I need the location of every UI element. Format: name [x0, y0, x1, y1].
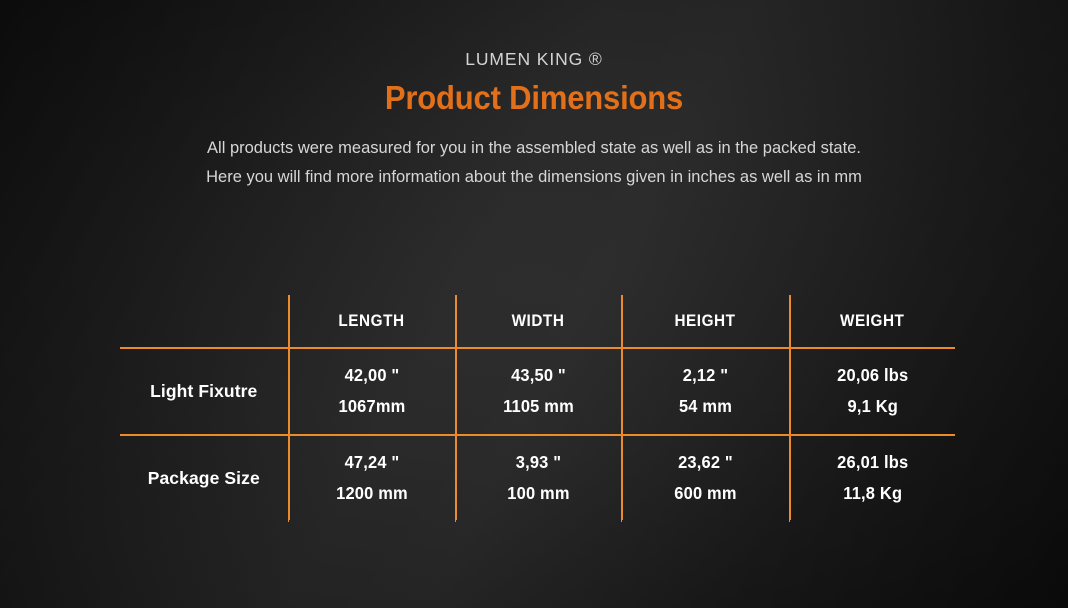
- cell-weight: 20,06 lbs 9,1 Kg: [789, 348, 955, 435]
- value-metric: 1067mm: [337, 396, 405, 416]
- table-divider-vertical-2: [455, 295, 457, 520]
- dimensions-table-wrapper: LENGTH WIDTH HEIGHT WEIGHT Light Fixutre…: [120, 295, 955, 522]
- value-imperial: 2,12 ": [682, 365, 728, 385]
- value-imperial: 20,06 lbs: [836, 365, 908, 385]
- table-divider-horizontal-1: [120, 347, 955, 349]
- value-metric: 100 mm: [506, 483, 570, 504]
- value-imperial: 43,50 ": [510, 365, 566, 385]
- value-metric: 600 mm: [673, 483, 737, 504]
- cell-width: 3,93 " 100 mm: [455, 434, 622, 522]
- value-imperial: 23,62 ": [677, 452, 733, 473]
- value-metric: 9,1 Kg: [847, 396, 898, 416]
- row-label-cell: Package Size: [120, 434, 289, 522]
- table-body: Light Fixutre 42,00 " 1067mm 43,50 " 110…: [120, 347, 955, 522]
- table-row: Package Size 47,24 " 1200 mm 3,93 " 100 …: [120, 434, 955, 522]
- value-metric: 1200 mm: [335, 483, 408, 504]
- column-header-width: WIDTH: [463, 295, 614, 348]
- table-divider-vertical-1: [288, 295, 290, 520]
- table-divider-horizontal-2: [120, 434, 955, 436]
- cell-length: 47,24 " 1200 mm: [288, 434, 456, 522]
- column-header-height: HEIGHT: [629, 295, 782, 348]
- column-header-blank: [128, 295, 281, 348]
- intro-paragraph: All products were measured for you in th…: [206, 139, 862, 186]
- value-metric: 1105 mm: [502, 396, 574, 416]
- table-header: LENGTH WIDTH HEIGHT WEIGHT: [120, 295, 955, 348]
- value-metric: 11,8 Kg: [842, 483, 902, 504]
- cell-height: 23,62 " 600 mm: [621, 434, 790, 522]
- table-header-row: LENGTH WIDTH HEIGHT WEIGHT: [120, 295, 955, 348]
- table-divider-vertical-4: [789, 295, 791, 520]
- dimensions-table: LENGTH WIDTH HEIGHT WEIGHT Light Fixutre…: [120, 295, 955, 522]
- cell-height: 2,12 " 54 mm: [621, 347, 790, 435]
- value-imperial: 47,24 ": [344, 452, 399, 473]
- value-imperial: 26,01 lbs: [836, 452, 908, 473]
- cell-width: 43,50 " 1105 mm: [455, 347, 622, 435]
- page-title: Product Dimensions: [384, 79, 684, 116]
- value-imperial: 3,93 ": [515, 452, 561, 473]
- table-divider-vertical-3: [621, 295, 623, 520]
- cell-weight: 26,01 lbs 11,8 Kg: [789, 435, 955, 522]
- row-label: Light Fixutre: [150, 380, 258, 401]
- column-header-weight: WEIGHT: [840, 311, 905, 330]
- value-metric: 54 mm: [678, 396, 732, 416]
- brand-name: LUMEN KING ®: [465, 49, 603, 69]
- row-label: Package Size: [147, 467, 260, 488]
- table-row: Light Fixutre 42,00 " 1067mm 43,50 " 110…: [120, 347, 955, 435]
- column-header-length: LENGTH: [296, 295, 448, 348]
- value-imperial: 42,00 ": [344, 365, 399, 385]
- row-label-cell: Light Fixutre: [120, 347, 289, 435]
- cell-length: 42,00 " 1067mm: [288, 347, 456, 435]
